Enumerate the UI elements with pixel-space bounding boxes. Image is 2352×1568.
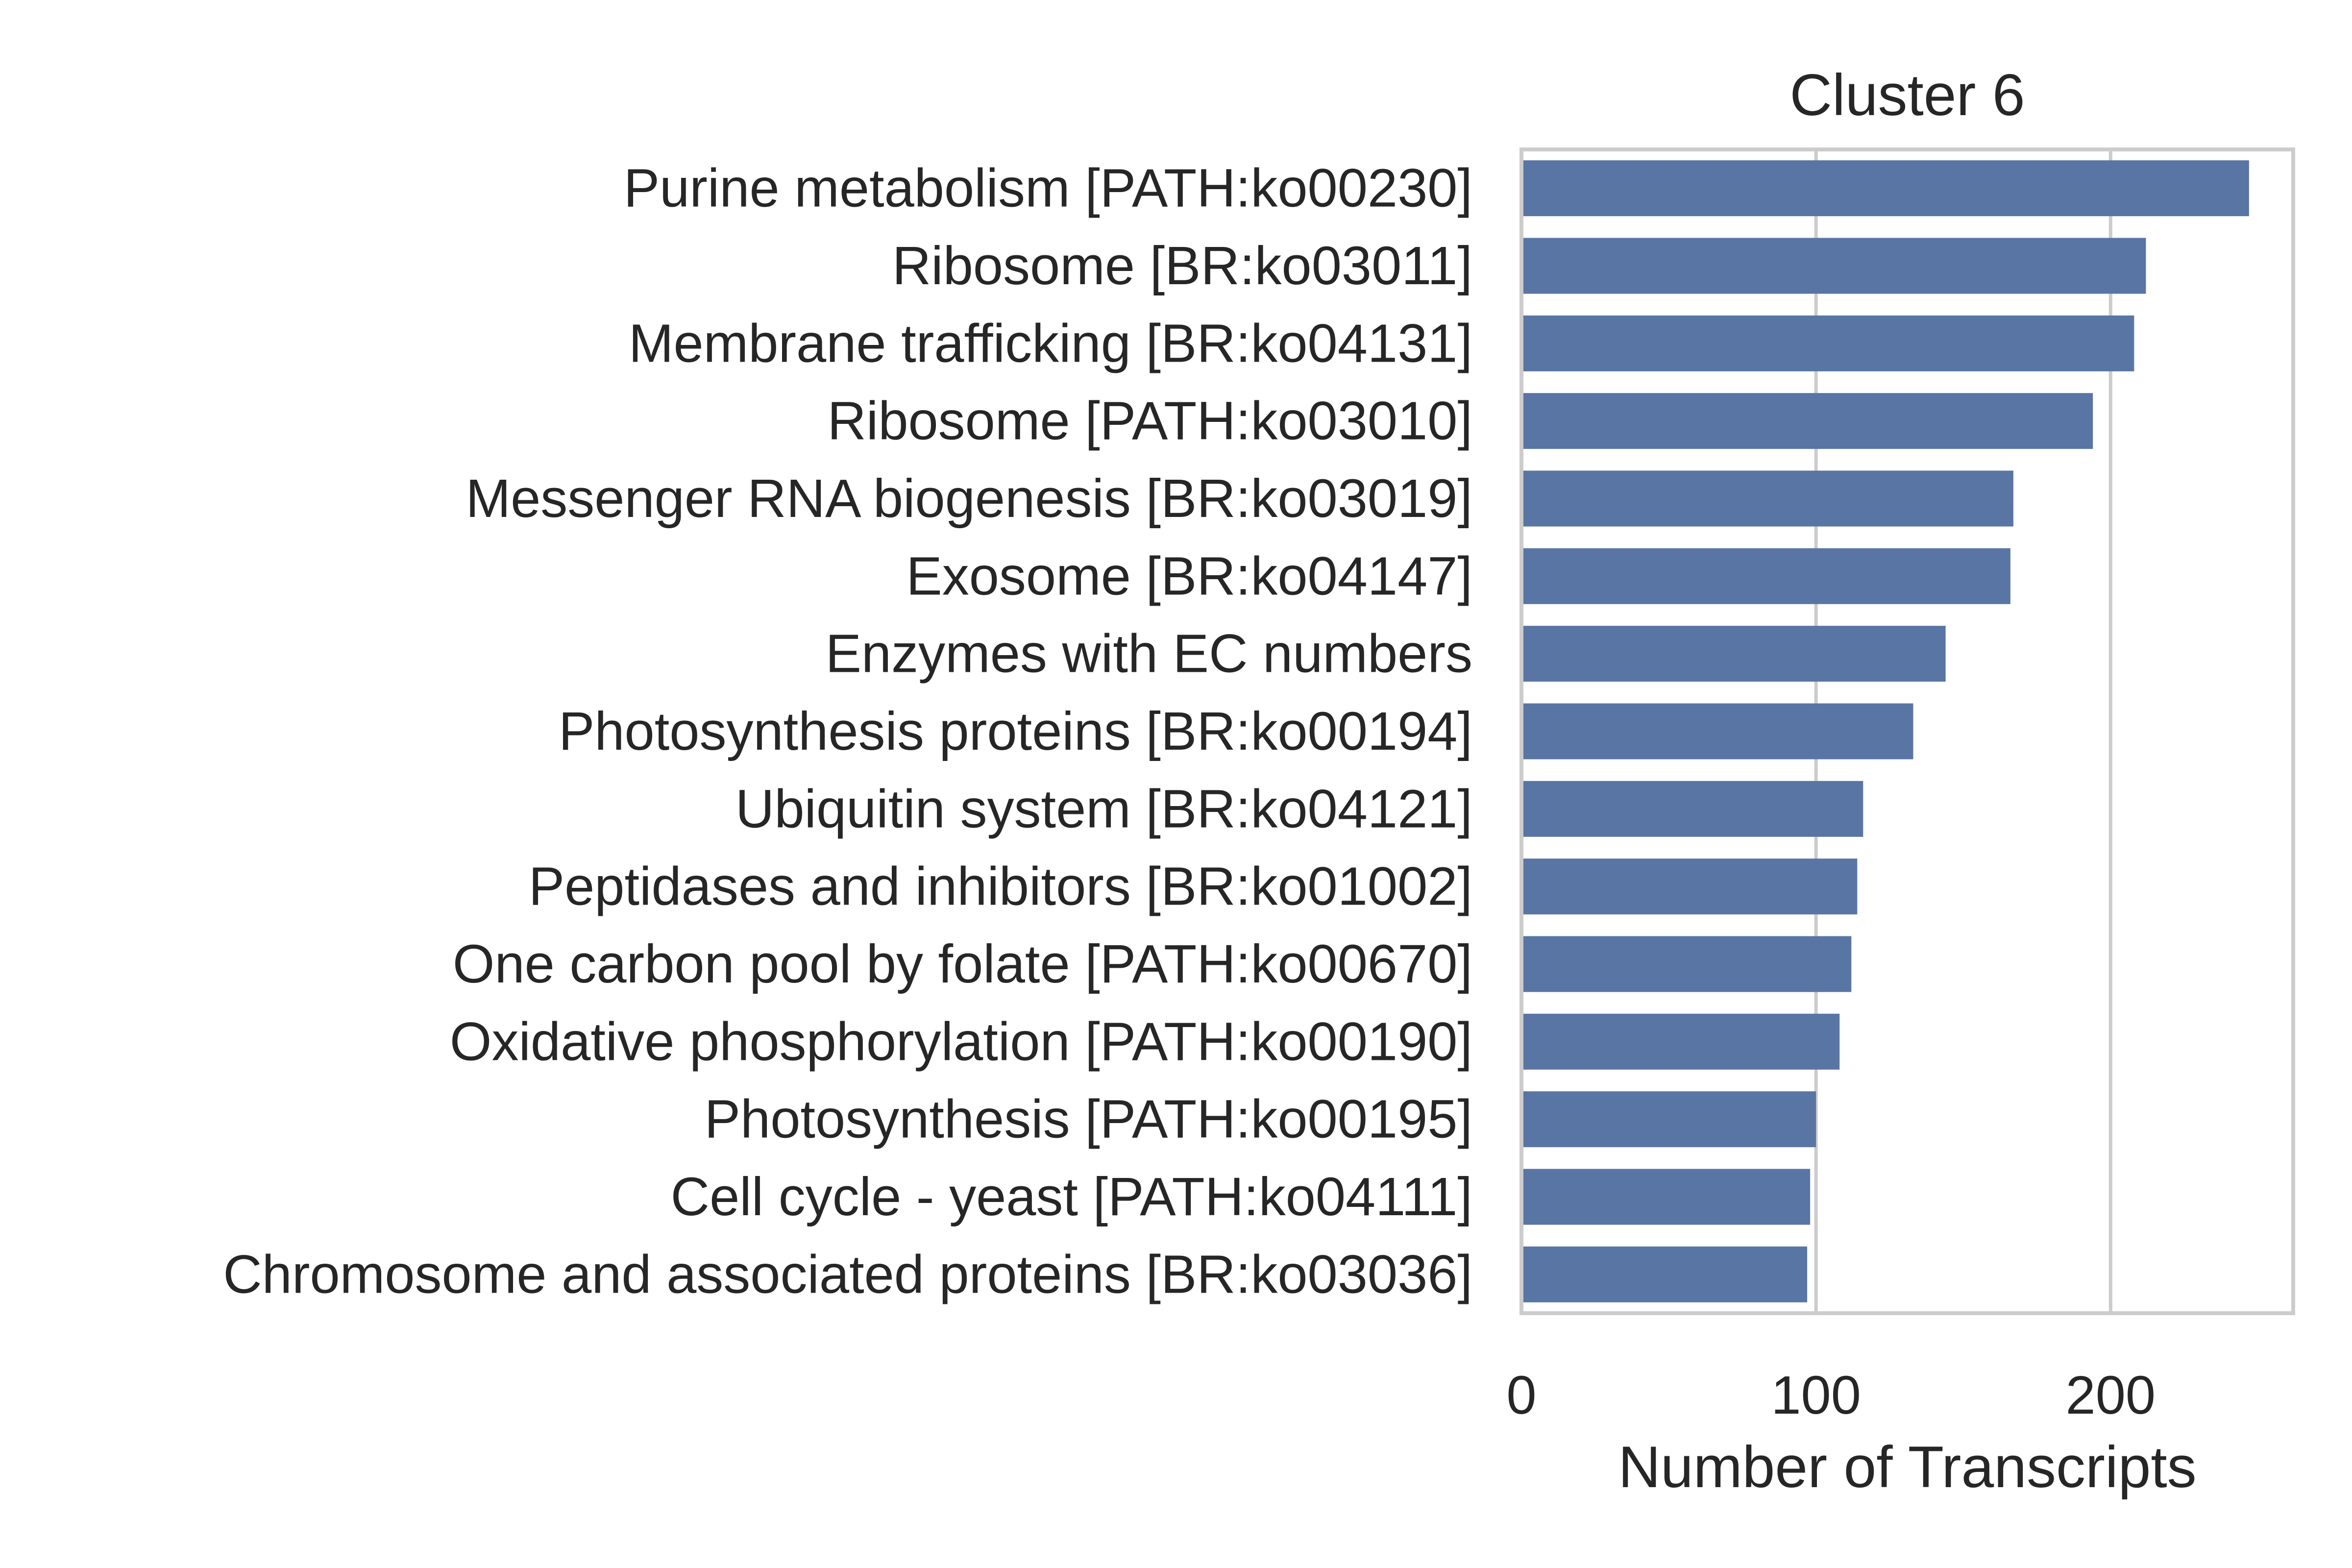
bar (1521, 858, 1858, 915)
x-tick-label: 200 (2066, 1365, 2156, 1425)
bar (1521, 238, 2146, 294)
bar (1521, 626, 1946, 682)
category-label: Ribosome [PATH:ko03010] (827, 391, 1472, 451)
category-label: Ribosome [BR:ko03011] (892, 236, 1472, 296)
bar (1521, 470, 2013, 527)
category-label: Enzymes with EC numbers (826, 624, 1472, 684)
category-label: One carbon pool by folate [PATH:ko00670] (453, 934, 1472, 994)
category-label: Purine metabolism [PATH:ko00230] (624, 158, 1472, 219)
bar (1521, 1246, 1808, 1302)
x-axis-label: Number of Transcripts (1618, 1434, 2196, 1500)
category-label: Exosome [BR:ko04147] (906, 546, 1472, 606)
bar (1521, 1169, 1811, 1225)
bars (1521, 160, 2249, 1302)
category-label: Photosynthesis proteins [BR:ko00194] (559, 701, 1472, 761)
category-label: Cell cycle - yeast [PATH:ko04111] (671, 1167, 1472, 1227)
bar (1521, 781, 1863, 837)
category-labels: Purine metabolism [PATH:ko00230] Ribosome… (223, 158, 1472, 1305)
bar (1521, 1091, 1816, 1148)
category-label: Photosynthesis [PATH:ko00195] (705, 1089, 1472, 1150)
x-tick-label: 100 (1771, 1365, 1861, 1425)
bar (1521, 548, 2010, 604)
x-tick-labels: 0 100 200 (1506, 1365, 2156, 1425)
category-label: Membrane trafficking [BR:ko04131] (629, 313, 1472, 373)
chart-title: Cluster 6 (1789, 62, 2025, 128)
category-label: Oxidative phosphorylation [PATH:ko00190] (450, 1011, 1472, 1072)
bar (1521, 936, 1852, 992)
bar (1521, 703, 1913, 760)
category-label: Peptidases and inhibitors [BR:ko01002] (529, 857, 1472, 917)
x-tick-label: 0 (1506, 1365, 1536, 1425)
bar (1521, 1013, 1840, 1070)
bar (1521, 315, 2134, 371)
bar (1521, 393, 2093, 449)
bar (1521, 160, 2249, 217)
category-label: Ubiquitin system [BR:ko04121] (735, 779, 1472, 839)
plot-frame (1519, 147, 2295, 1315)
category-label: Messenger RNA biogenesis [BR:ko03019] (466, 468, 1473, 529)
category-label: Chromosome and associated proteins [BR:k… (223, 1244, 1472, 1304)
